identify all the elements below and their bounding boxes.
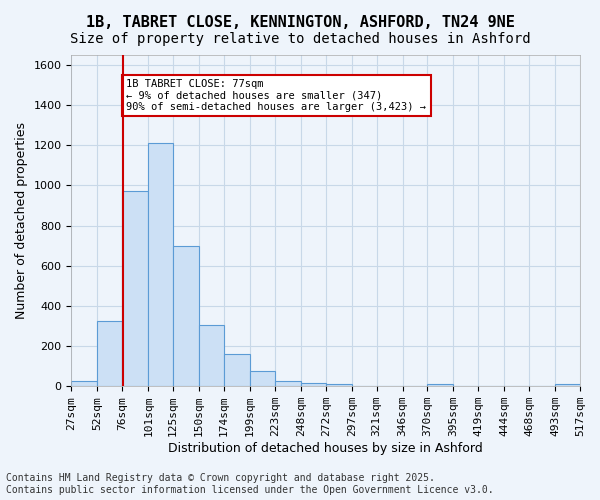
Bar [199, 325, 224, 386]
Bar [301, 382, 326, 386]
Bar [427, 384, 454, 386]
Bar [250, 371, 275, 386]
Text: Contains HM Land Registry data © Crown copyright and database right 2025.
Contai: Contains HM Land Registry data © Crown c… [6, 474, 494, 495]
Bar [97, 321, 122, 386]
Bar [148, 144, 173, 386]
Bar [224, 354, 250, 386]
Bar [275, 381, 301, 386]
Text: 1B, TABRET CLOSE, KENNINGTON, ASHFORD, TN24 9NE: 1B, TABRET CLOSE, KENNINGTON, ASHFORD, T… [86, 15, 514, 30]
Bar [122, 190, 148, 386]
Bar [555, 384, 580, 386]
X-axis label: Distribution of detached houses by size in Ashford: Distribution of detached houses by size … [169, 442, 483, 455]
Text: 1B TABRET CLOSE: 77sqm
← 9% of detached houses are smaller (347)
90% of semi-det: 1B TABRET CLOSE: 77sqm ← 9% of detached … [127, 79, 427, 112]
Bar [71, 381, 97, 386]
Y-axis label: Number of detached properties: Number of detached properties [15, 122, 28, 319]
Bar [326, 384, 352, 386]
Bar [173, 246, 199, 386]
Text: Size of property relative to detached houses in Ashford: Size of property relative to detached ho… [70, 32, 530, 46]
